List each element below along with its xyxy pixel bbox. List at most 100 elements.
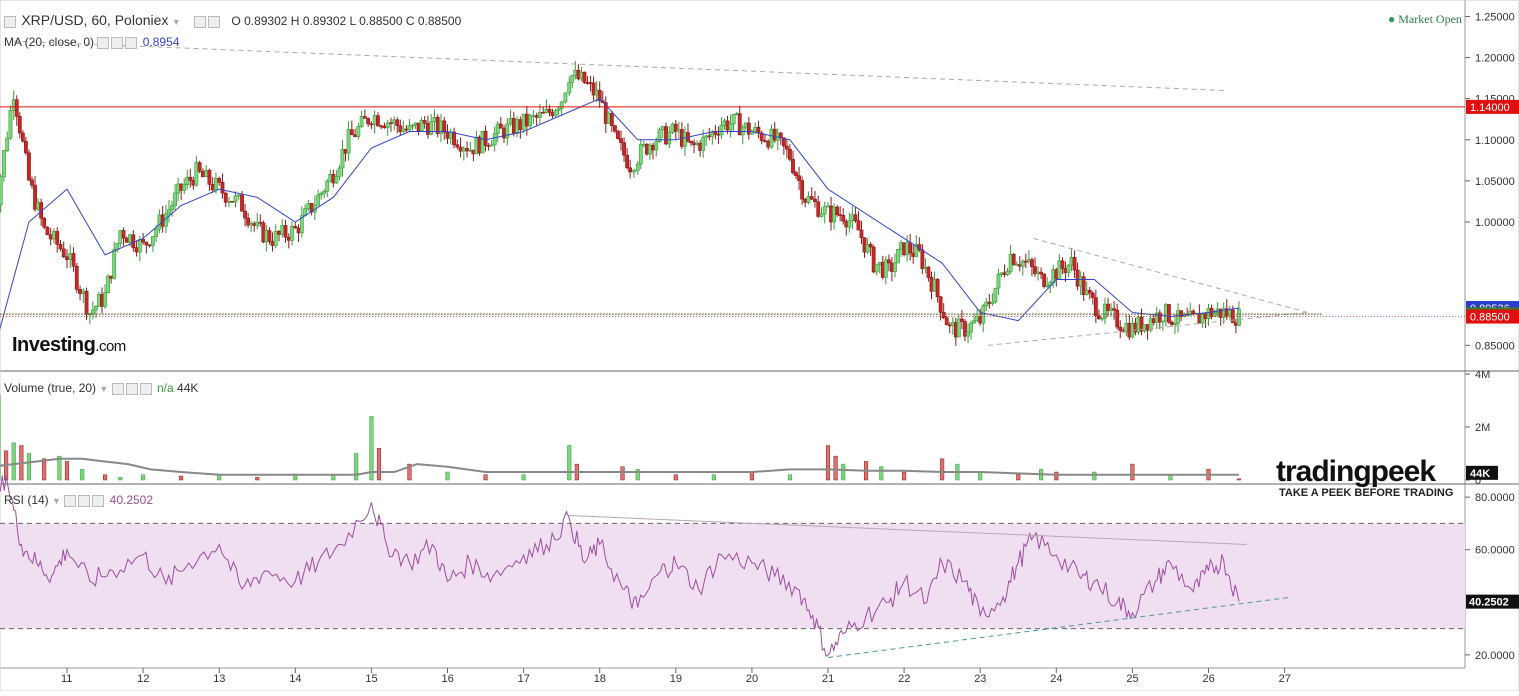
candle-body	[256, 222, 259, 225]
candle-body	[832, 207, 835, 222]
candle-body	[0, 177, 2, 205]
candle-body	[729, 124, 732, 130]
candle-body	[924, 267, 927, 269]
volume-controls[interactable]	[112, 381, 154, 395]
gear-icon[interactable]	[78, 495, 90, 507]
y-tick-label: 1.25000	[1475, 11, 1515, 23]
candle-body	[664, 127, 667, 144]
candle-body	[632, 171, 635, 172]
candle-body	[966, 332, 969, 336]
candle-body	[994, 288, 997, 302]
candle-body	[367, 118, 370, 123]
candle-body	[683, 133, 686, 147]
candle-body	[610, 113, 613, 125]
candle-body	[1228, 310, 1231, 316]
candle-body	[1030, 260, 1033, 267]
candle-body	[399, 126, 402, 132]
candle-body	[757, 127, 760, 133]
candle-body	[386, 123, 389, 128]
rsi-value: 40.2502	[110, 493, 153, 507]
price-tag-label: 0.88500	[1470, 312, 1510, 324]
candle-body	[969, 323, 972, 332]
candle-body	[49, 235, 52, 239]
x-tick-label: 14	[289, 673, 301, 685]
candle-body	[452, 132, 455, 145]
candle-body	[307, 203, 310, 208]
tradingpeek-logo-text: tradingpeek	[1276, 455, 1435, 488]
candle-body	[699, 143, 702, 150]
eye-icon[interactable]	[194, 16, 206, 28]
eye-icon[interactable]	[64, 495, 76, 507]
candle-body	[890, 263, 893, 272]
collapse-icon[interactable]	[4, 16, 16, 28]
candle-body	[705, 136, 708, 137]
candle-body	[277, 231, 280, 234]
y-tick-label: 80.0000	[1475, 492, 1515, 504]
chevron-down-icon[interactable]: ▼	[52, 496, 61, 506]
candle-body	[6, 138, 9, 150]
candle-body	[110, 276, 113, 278]
candle-body	[622, 143, 625, 156]
symbol-title: XRP/USD, 60, Poloniex	[21, 12, 168, 28]
candle-body	[335, 176, 338, 183]
candle-body	[12, 100, 15, 111]
chevron-down-icon[interactable]: ▼	[172, 17, 181, 27]
gear-icon[interactable]	[111, 37, 123, 49]
candle-body	[158, 215, 161, 229]
volume-bar	[484, 475, 488, 480]
candle-body	[1176, 311, 1179, 324]
candle-body	[763, 141, 766, 142]
volume-bar	[674, 475, 678, 480]
candle-body	[857, 221, 860, 230]
candle-body	[845, 221, 848, 227]
candle-body	[754, 127, 757, 132]
candle-body	[1173, 324, 1176, 325]
candle-body	[344, 149, 347, 153]
candle-body	[963, 322, 966, 337]
eye-icon[interactable]	[97, 37, 109, 49]
volume-tag-label: 44K	[1470, 468, 1490, 480]
candle-body	[122, 230, 125, 238]
volume-value: 44K	[177, 381, 198, 395]
candle-body	[487, 145, 490, 146]
candle-body	[655, 142, 658, 150]
candle-body	[426, 123, 429, 134]
close-icon[interactable]	[125, 37, 137, 49]
candle-body	[287, 237, 290, 240]
candle-body	[408, 126, 411, 130]
candle-body	[551, 112, 554, 115]
candle-body	[997, 274, 1000, 288]
candle-body	[56, 231, 59, 244]
candle-body	[512, 118, 515, 133]
candle-body	[1009, 254, 1012, 271]
candle-body	[478, 137, 481, 153]
volume-bar	[712, 475, 716, 480]
volume-bar	[179, 476, 183, 480]
candle-body	[21, 133, 24, 141]
candle-body	[674, 124, 677, 131]
candle-body	[469, 150, 472, 151]
tradingpeek-tagline-text: TAKE A PEEK BEFORE TRADING	[1279, 487, 1453, 499]
candle-body	[506, 124, 509, 138]
candle-body	[341, 149, 344, 168]
candle-body	[580, 72, 583, 79]
candle-body	[1021, 261, 1024, 266]
candle-body	[826, 206, 829, 207]
candle-body	[472, 150, 475, 154]
close-icon[interactable]	[140, 383, 152, 395]
settings-controls[interactable]	[194, 14, 222, 28]
close-icon[interactable]	[92, 495, 104, 507]
candle-body	[692, 143, 695, 145]
candle-body	[1198, 313, 1201, 323]
chevron-down-icon[interactable]: ▼	[99, 384, 108, 394]
eye-icon[interactable]	[112, 383, 124, 395]
candle-body	[1088, 290, 1091, 293]
candle-body	[1024, 261, 1027, 262]
candle-body	[836, 207, 839, 214]
gear-icon[interactable]	[126, 383, 138, 395]
candle-body	[936, 279, 939, 296]
ma-controls[interactable]	[97, 35, 139, 49]
rsi-controls[interactable]	[64, 493, 106, 507]
gear-icon[interactable]	[208, 16, 220, 28]
candle-body	[1128, 323, 1131, 337]
